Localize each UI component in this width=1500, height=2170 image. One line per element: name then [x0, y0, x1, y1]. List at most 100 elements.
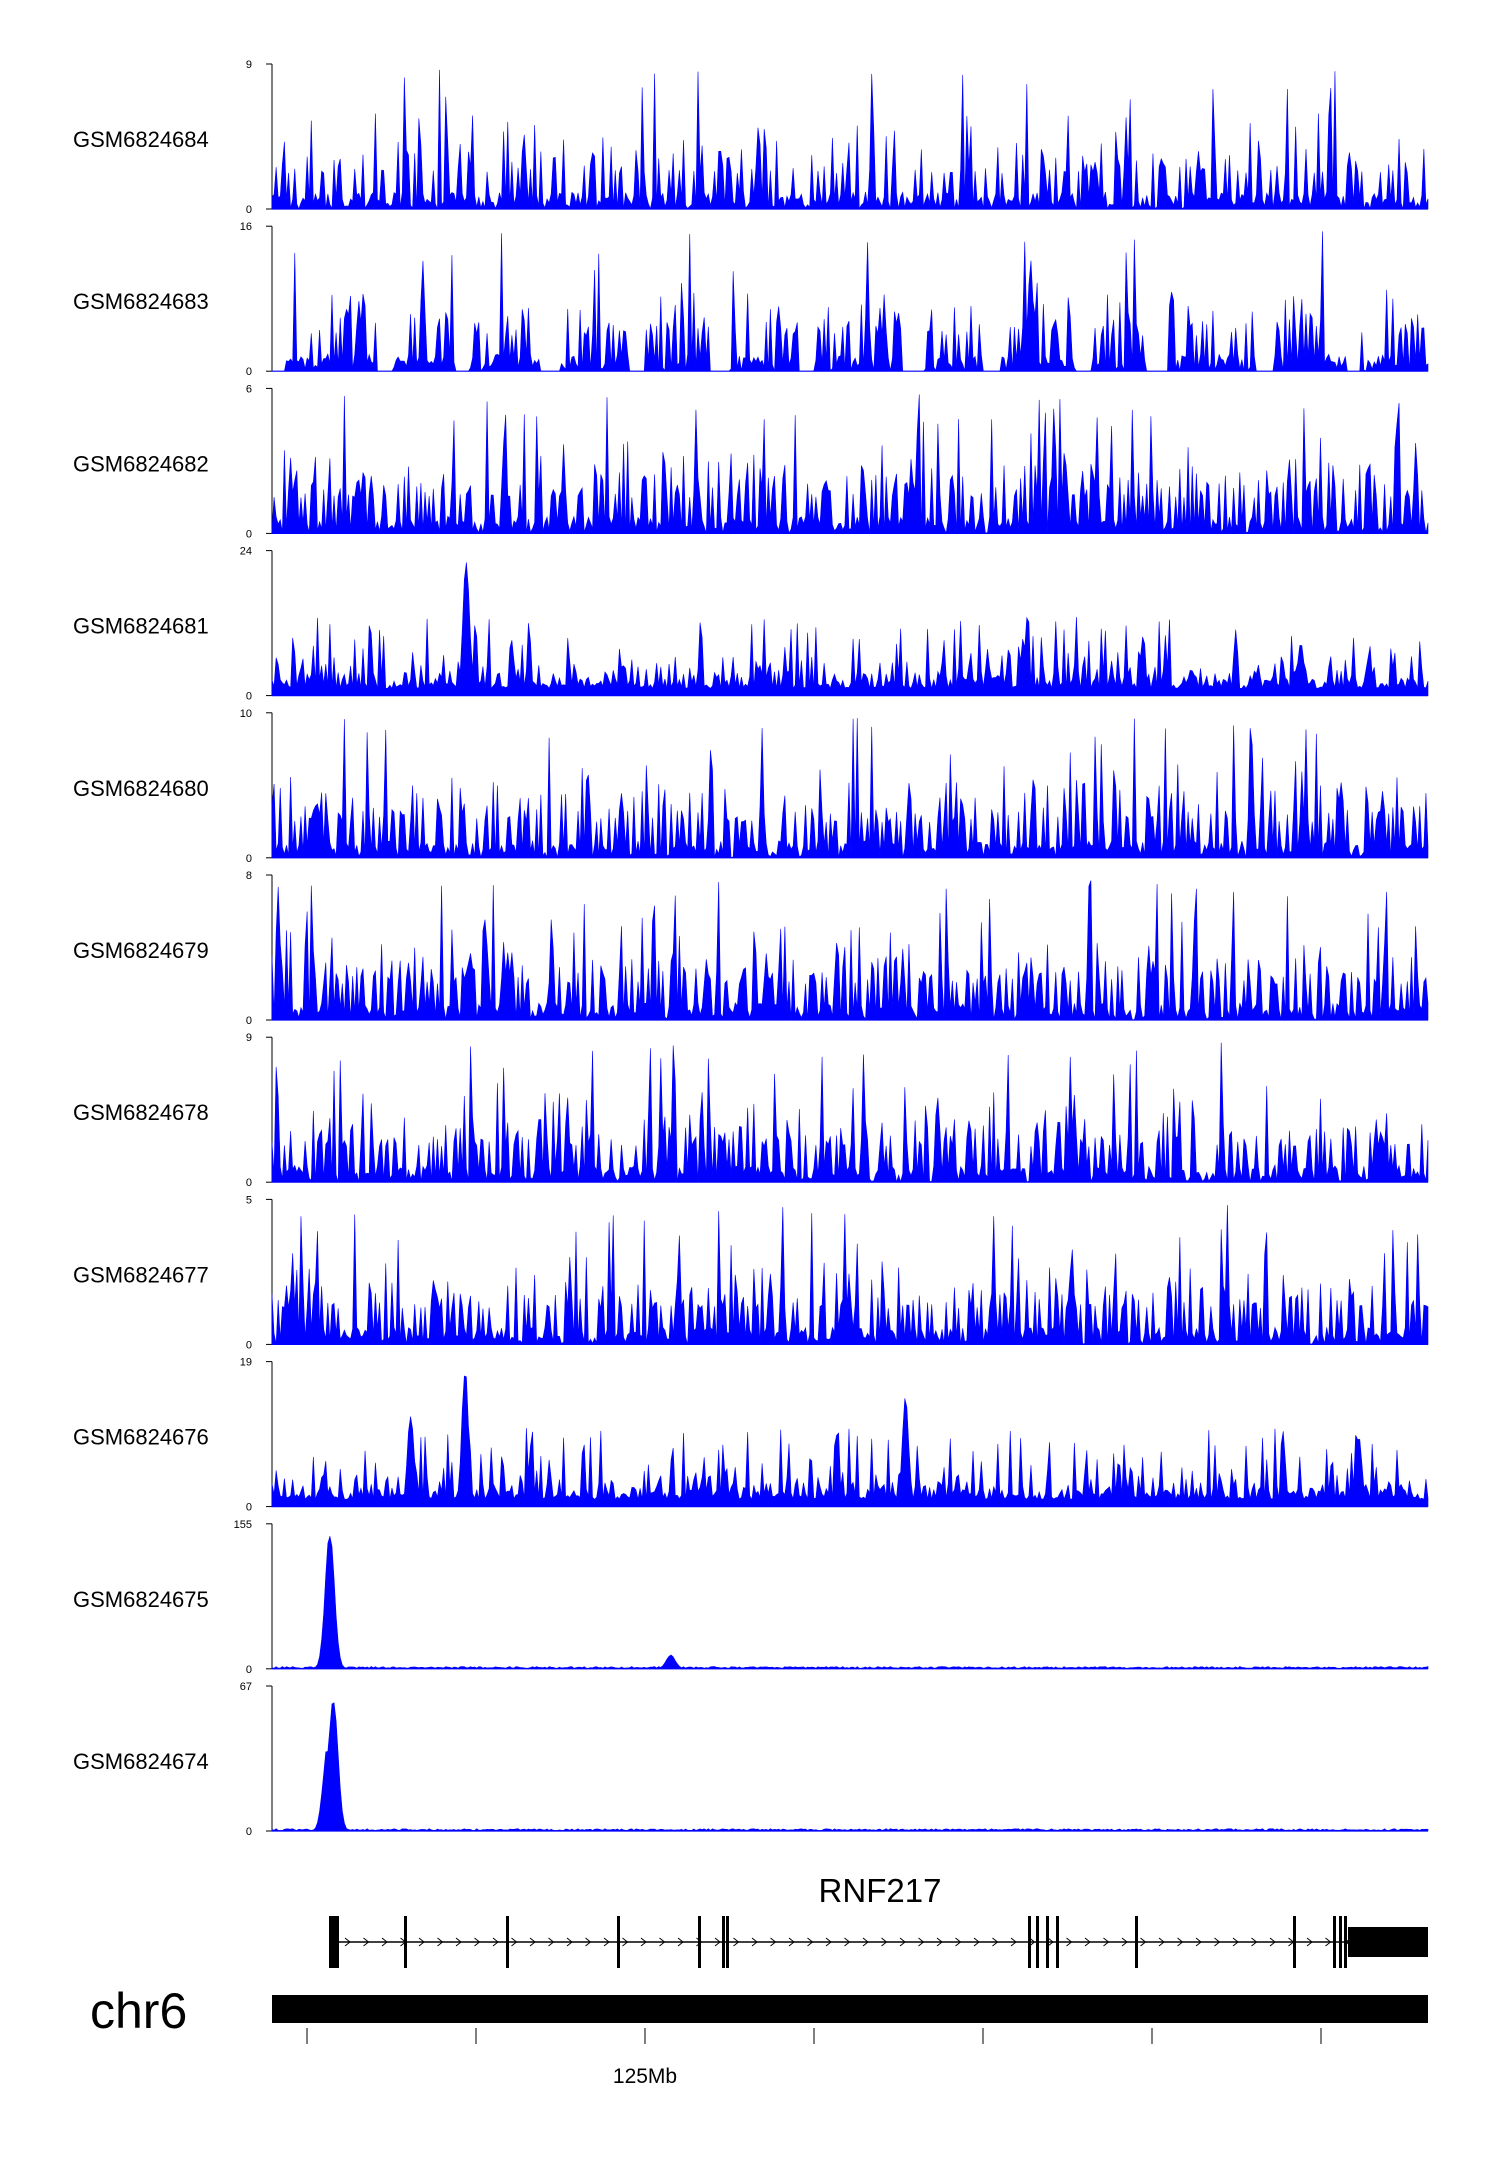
exon: [1056, 1916, 1059, 1968]
y-min-label: 0: [246, 853, 252, 865]
y-max-label: 5: [246, 1194, 252, 1206]
strand-arrow: [881, 1937, 888, 1947]
exon: [617, 1916, 620, 1968]
exon: [506, 1916, 509, 1968]
track-label: GSM6824682: [73, 451, 209, 476]
coverage-area: [271, 718, 1429, 859]
strand-arrow: [1029, 1937, 1036, 1947]
y-max-label: 67: [240, 1681, 252, 1693]
y-min-label: 0: [246, 366, 252, 378]
strand-arrow: [788, 1937, 795, 1947]
strand-arrow: [955, 1937, 962, 1947]
strand-arrow: [1232, 1937, 1239, 1947]
exon: [1339, 1916, 1342, 1968]
strand-arrow: [1158, 1937, 1165, 1947]
signal-track: GSM6824679 8 0: [73, 870, 1429, 1027]
strand-arrow: [1103, 1937, 1110, 1947]
chromosome-track: chr6: [90, 1983, 1428, 2039]
y-max-label: 9: [246, 59, 252, 71]
y-max-label: 10: [240, 708, 252, 720]
signal-track: GSM6824682 6 0: [73, 383, 1429, 540]
strand-arrow: [1047, 1937, 1054, 1947]
strand-arrow: [751, 1937, 758, 1947]
strand-arrow: [677, 1937, 684, 1947]
signal-track: GSM6824684 9 0: [73, 59, 1429, 216]
y-min-label: 0: [246, 1177, 252, 1189]
signal-track: GSM6824677 5 0: [73, 1194, 1429, 1351]
coverage-area: [271, 562, 1429, 696]
track-label: GSM6824681: [73, 614, 209, 639]
exon: [1293, 1916, 1296, 1968]
strand-arrow: [548, 1937, 555, 1947]
y-min-label: 0: [246, 1826, 252, 1838]
y-min-label: 0: [246, 204, 252, 216]
strand-arrow: [770, 1937, 777, 1947]
strand-arrow: [1121, 1937, 1128, 1947]
strand-arrow: [659, 1937, 666, 1947]
strand-arrow: [899, 1937, 906, 1947]
strand-arrow: [1214, 1937, 1221, 1947]
strand-arrow: [1306, 1937, 1313, 1947]
strand-arrow: [1325, 1937, 1332, 1947]
signal-track: GSM6824680 10 0: [73, 708, 1429, 865]
gene-track: RNF217: [329, 1872, 1428, 1968]
track-label: GSM6824679: [73, 938, 209, 963]
gene-name: RNF217: [819, 1872, 942, 1909]
track-label: GSM6824675: [73, 1587, 209, 1612]
signal-track: GSM6824674 67 0: [73, 1681, 1429, 1838]
strand-arrow: [1251, 1937, 1258, 1947]
coverage-area: [271, 1536, 1429, 1670]
axis-position-label: 125Mb: [613, 2065, 677, 2088]
exon: [1135, 1916, 1138, 1968]
coverage-area: [271, 394, 1429, 535]
chromosome-bar: [272, 1995, 1428, 2023]
strand-arrow: [1195, 1937, 1202, 1947]
strand-arrow: [1066, 1937, 1073, 1947]
strand-arrow: [825, 1937, 832, 1947]
strand-arrow: [807, 1937, 814, 1947]
coverage-area: [271, 1204, 1429, 1346]
y-max-label: 19: [240, 1357, 252, 1369]
strand-arrow: [511, 1937, 518, 1947]
strand-arrow: [381, 1937, 388, 1947]
signal-track: GSM6824683 16 0: [73, 221, 1429, 378]
track-label: GSM6824684: [73, 127, 209, 152]
signal-track: GSM6824678 9 0: [73, 1032, 1429, 1189]
strand-arrow: [418, 1937, 425, 1947]
signal-track: GSM6824681 24 0: [73, 546, 1429, 703]
exon: [329, 1916, 339, 1968]
strand-arrow: [1140, 1937, 1147, 1947]
y-max-label: 6: [246, 383, 252, 395]
strand-arrow: [973, 1937, 980, 1947]
exon: [722, 1916, 725, 1968]
coverage-area: [271, 1702, 1429, 1832]
strand-arrow: [603, 1937, 610, 1947]
strand-arrow: [1269, 1937, 1276, 1947]
strand-arrow: [529, 1937, 536, 1947]
y-min-label: 0: [246, 528, 252, 540]
y-max-label: 16: [240, 221, 252, 233]
strand-arrow: [844, 1937, 851, 1947]
strand-arrow: [862, 1937, 869, 1947]
strand-arrow: [566, 1937, 573, 1947]
exon: [698, 1916, 701, 1968]
strand-arrow: [455, 1937, 462, 1947]
strand-arrow: [936, 1937, 943, 1947]
genome-axis: 125Mb: [306, 2028, 1322, 2088]
coverage-area: [271, 1375, 1429, 1507]
strand-arrow: [640, 1937, 647, 1947]
y-max-label: 9: [246, 1032, 252, 1044]
strand-arrow: [492, 1937, 499, 1947]
strand-arrow: [474, 1937, 481, 1947]
strand-arrow: [1010, 1937, 1017, 1947]
exon: [1036, 1916, 1039, 1968]
exon: [1046, 1916, 1049, 1968]
strand-arrow: [622, 1937, 629, 1947]
y-min-label: 0: [246, 1664, 252, 1676]
track-label: GSM6824674: [73, 1749, 209, 1774]
track-label: GSM6824676: [73, 1425, 209, 1450]
gene-model: [329, 1916, 1428, 1968]
coverage-area: [271, 880, 1429, 1021]
exon: [1028, 1916, 1031, 1968]
